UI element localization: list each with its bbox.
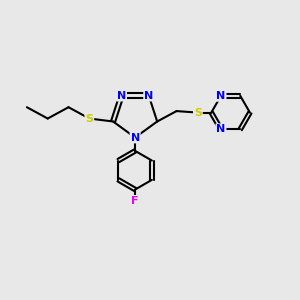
Text: S: S [85, 113, 93, 124]
Text: N: N [144, 91, 153, 100]
Text: F: F [131, 196, 139, 206]
Text: N: N [216, 124, 226, 134]
Text: N: N [216, 91, 226, 101]
Text: N: N [130, 133, 140, 142]
Text: S: S [194, 108, 202, 118]
Text: N: N [117, 91, 126, 100]
